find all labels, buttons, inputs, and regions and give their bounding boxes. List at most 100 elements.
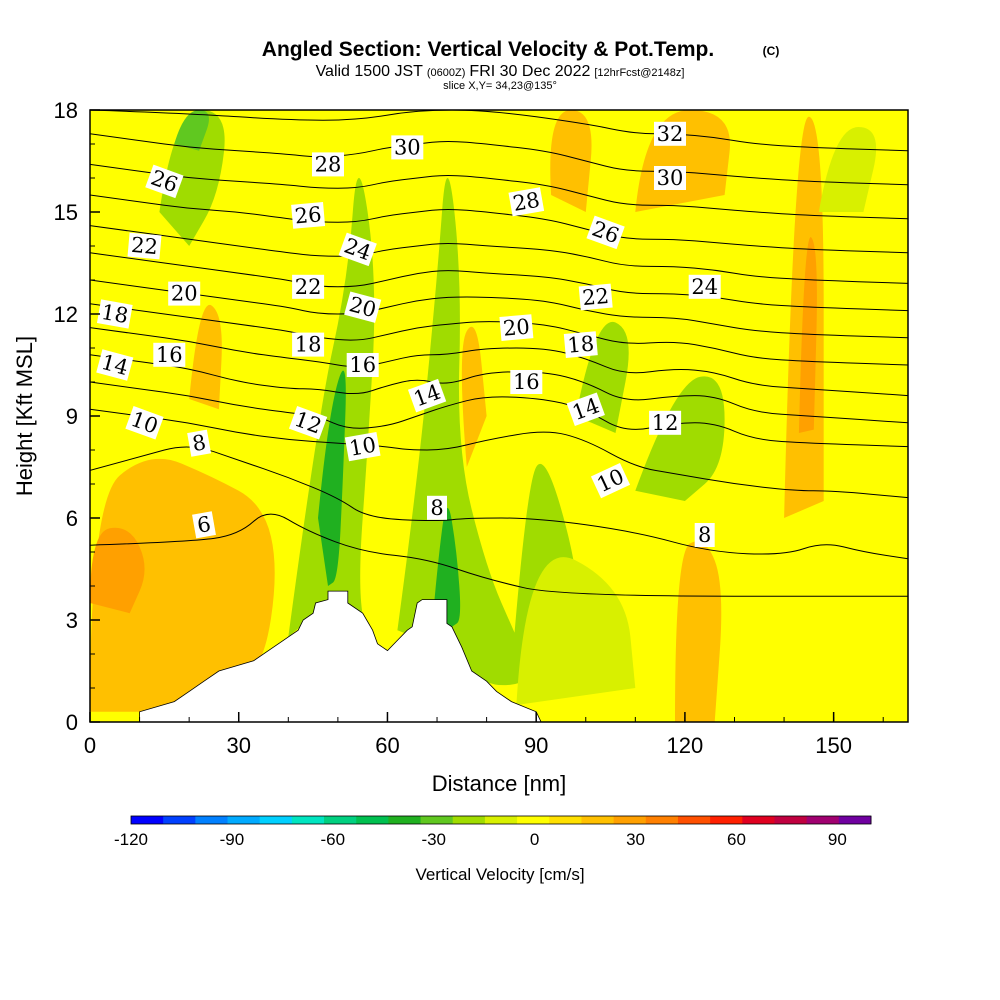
- isentrope-label-text: 16: [156, 343, 183, 367]
- isentrope-label: 8: [427, 495, 447, 520]
- isentrope-label: 26: [291, 202, 326, 229]
- isentrope-label-text: 28: [511, 188, 541, 216]
- isentrope-label-text: 10: [347, 432, 377, 460]
- isentrope-label: 16: [510, 370, 543, 394]
- velocity-region: [174, 110, 209, 151]
- isentrope-label-box: [96, 349, 134, 381]
- isentrope-label: 26: [145, 164, 184, 199]
- isentrope-label-box: [688, 274, 721, 299]
- isentrope-label-text: 20: [502, 314, 531, 340]
- isentrope-label: 24: [688, 274, 721, 299]
- colorbar-swatch: [549, 816, 582, 824]
- terrain: [139, 590, 542, 723]
- isentrope-label-text: 8: [190, 430, 207, 456]
- subtitle-date: FRI 30 Dec 2022: [469, 63, 590, 80]
- isentrope-label-box: [694, 523, 715, 547]
- velocity-region: [818, 127, 877, 212]
- isentrope-line: [90, 279, 908, 339]
- isentrope-label: 14: [96, 349, 134, 381]
- isentrope-label: 28: [508, 187, 545, 217]
- chart-subtitle: Valid 1500 JST (0600Z) FRI 30 Dec 2022 [12h…: [316, 63, 685, 80]
- colorbar-swatch: [677, 816, 711, 824]
- colorbar-swatch: [645, 816, 679, 824]
- isentrope-label: 18: [563, 331, 598, 358]
- isentrope-label-text: 12: [652, 411, 679, 435]
- y-tick-label: 3: [66, 608, 78, 633]
- isentrope-label-box: [586, 215, 625, 250]
- isentrope-label: 6: [192, 511, 216, 539]
- isentrope-label-text: 28: [315, 152, 342, 176]
- isentrope-label-box: [391, 135, 424, 160]
- velocity-region: [397, 178, 530, 686]
- isentrope-line: [90, 381, 908, 448]
- isentrope-label-box: [578, 283, 613, 311]
- isentrope-label: 30: [654, 166, 686, 190]
- x-tick-label: 150: [815, 733, 852, 758]
- isentrope-label-text: 16: [349, 353, 376, 377]
- velocity-region: [90, 527, 145, 614]
- isentrope-label-box: [499, 314, 534, 341]
- isentrope-line: [90, 327, 908, 397]
- y-axis-label: Height [Kft MSL]: [12, 336, 37, 496]
- isentrope-label-text: 26: [294, 202, 323, 228]
- velocity-region: [675, 541, 722, 722]
- slice-label: slice X,Y= 34,23@135°: [443, 80, 557, 92]
- colorbar-swatch: [806, 816, 840, 824]
- x-axis-label: Distance [nm]: [432, 771, 567, 796]
- isentrope-label-box: [145, 164, 184, 199]
- isentrope-line: [90, 163, 908, 220]
- isentrope-label: 16: [346, 353, 379, 377]
- x-tick-label: 120: [667, 733, 704, 758]
- isentrope-label-text: 24: [691, 275, 718, 299]
- isentrope-label-box: [153, 342, 186, 367]
- colorbar-swatch: [742, 816, 775, 824]
- x-tick-label: 60: [375, 733, 399, 758]
- isentrope-label-box: [291, 202, 326, 229]
- isentrope-label-box: [566, 392, 605, 426]
- isentrope-label-box: [168, 281, 201, 306]
- colorbar-swatch: [581, 816, 615, 824]
- y-tick-label: 15: [54, 200, 78, 225]
- colorbar-label: Vertical Velocity [cm/s]: [415, 865, 584, 884]
- colorbar-tick-label: -120: [114, 830, 148, 849]
- isentrope-label-box: [344, 291, 382, 323]
- y-axis-ticks: 0 3 6 9 12 15 18: [54, 98, 100, 735]
- isentrope-label-box: [96, 299, 133, 329]
- isentrope-label-text: 30: [394, 135, 421, 159]
- colorbar-frame: [130, 815, 872, 825]
- isentrope-label-box: [192, 511, 216, 539]
- isentrope-label: 30: [391, 135, 424, 160]
- isentrope-lines: [90, 110, 908, 597]
- colorbar-swatch: [324, 816, 357, 824]
- isentrope-label-text: 18: [566, 331, 595, 357]
- subtitle-valid: Valid 1500 JST: [316, 63, 424, 80]
- isentrope-line: [90, 408, 908, 499]
- terrain-profile: [139, 590, 542, 723]
- isentrope-label-box: [346, 353, 379, 377]
- colorbar-tick-label: 30: [626, 830, 645, 849]
- isentrope-label: 20: [499, 314, 534, 341]
- colorbar-swatch: [838, 816, 872, 824]
- y-tick-label: 12: [54, 302, 78, 327]
- x-axis-ticks: 0 30 60 90 120 150: [84, 712, 884, 758]
- chart-title: Angled Section: Vertical Velocity & Pot.…: [262, 38, 714, 61]
- isentrope-line: [90, 194, 908, 254]
- isentrope-label-box: [344, 432, 381, 462]
- isentrope-line: [90, 133, 908, 186]
- subtitle-utc: (0600Z): [427, 67, 466, 79]
- isentrope-label-text: 18: [295, 333, 322, 357]
- colorbar-tick-label: -30: [421, 830, 446, 849]
- isentrope-label-box: [187, 429, 212, 457]
- isentrope-label-box: [508, 187, 545, 217]
- colorbar-tick-label: 90: [828, 830, 847, 849]
- y-tick-label: 0: [66, 710, 78, 735]
- velocity-region: [461, 326, 487, 467]
- isentrope-label-box: [338, 232, 377, 267]
- velocity-region: [189, 304, 222, 410]
- y-tick-label: 6: [66, 506, 78, 531]
- colorbar-swatch: [613, 816, 647, 824]
- velocity-region: [318, 370, 346, 586]
- colorbar-swatch: [452, 816, 486, 824]
- isentrope-label: 16: [153, 342, 186, 367]
- isentrope-line: [90, 354, 908, 424]
